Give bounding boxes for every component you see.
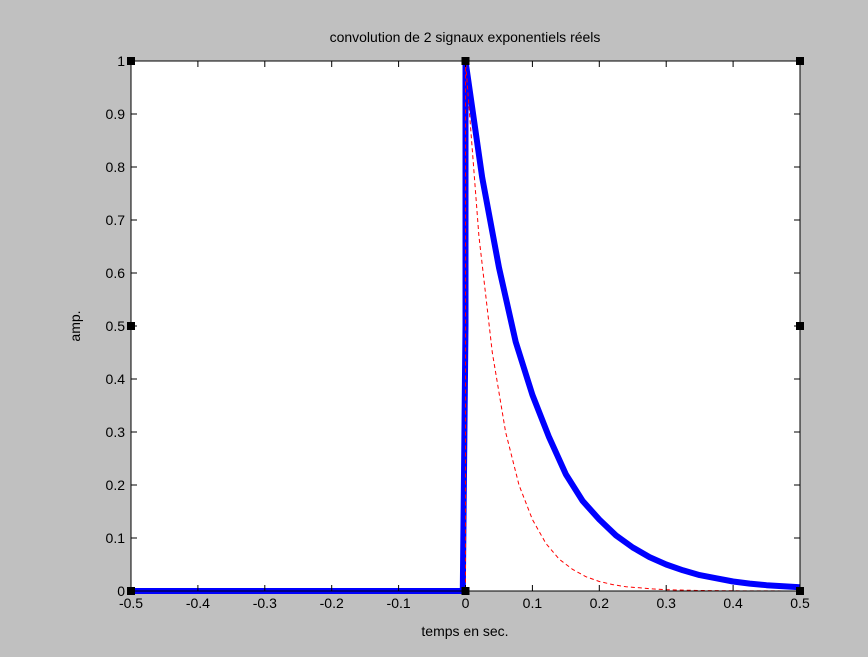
selection-marker — [127, 322, 135, 330]
y-tick-label: 0.3 — [106, 424, 126, 440]
x-axis-label: temps en sec. — [421, 623, 508, 639]
selection-marker — [127, 587, 135, 595]
y-tick-label: 0.2 — [106, 477, 126, 493]
series-line-2 — [131, 60, 801, 592]
x-tick-label: 0.2 — [590, 595, 610, 611]
x-tick-label: 0 — [462, 595, 470, 611]
y-tick-label: 0.7 — [106, 212, 126, 228]
x-tick-label: -0.5 — [119, 595, 143, 611]
chart-title: convolution de 2 signaux exponentiels ré… — [330, 29, 601, 45]
tick-labels: -0.5 -0.4 -0.3 -0.2 -0.1 0 0.1 0.2 0.3 0.4 0.5 0 0.1… — [106, 53, 810, 611]
selection-markers — [127, 57, 804, 595]
x-tick-label: -0.1 — [387, 595, 411, 611]
y-tick-label: 0.1 — [106, 530, 126, 546]
y-axis-label: amp. — [67, 310, 83, 341]
x-tick-label: 0.1 — [523, 595, 543, 611]
x-tick-label: 0.5 — [790, 595, 810, 611]
selection-marker — [127, 57, 135, 65]
curves — [131, 58, 801, 594]
selection-marker — [796, 322, 804, 330]
y-tick-label: 0.4 — [106, 371, 126, 387]
selection-marker — [461, 587, 470, 595]
selection-marker — [796, 57, 804, 65]
y-tick-label: 0.5 — [106, 318, 126, 334]
y-tick-label: 1 — [117, 53, 125, 69]
selection-marker — [461, 57, 470, 65]
x-tick-label: -0.3 — [253, 595, 277, 611]
series-line-1 — [131, 58, 801, 594]
y-tick-label: 0.6 — [106, 265, 126, 281]
x-tick-label: 0.4 — [723, 595, 743, 611]
y-tick-label: 0.9 — [106, 106, 126, 122]
y-tick-label: 0.8 — [106, 159, 126, 175]
x-tick-label: 0.3 — [656, 595, 676, 611]
x-tick-label: -0.4 — [186, 595, 210, 611]
x-tick-label: -0.2 — [320, 595, 344, 611]
selection-marker — [796, 587, 804, 595]
y-tick-label: 0 — [117, 583, 125, 599]
